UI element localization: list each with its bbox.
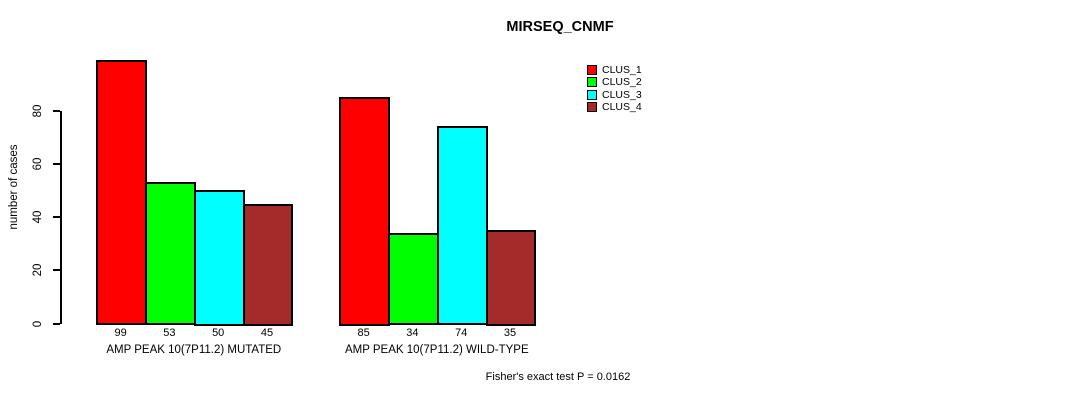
legend-swatch-clus_3: [587, 89, 597, 100]
y-tick: [53, 162, 60, 165]
legend: CLUS_1 CLUS_2 CLUS_3 CLUS_4: [587, 65, 642, 112]
bar-clus_2-group2: [388, 232, 439, 326]
legend-label: CLUS_1: [602, 64, 642, 76]
chart-title: MIRSEQ_CNMF: [506, 19, 614, 35]
legend-item-clus_1: CLUS_1: [587, 65, 642, 75]
legend-swatch-clus_1: [587, 65, 597, 75]
legend-label: CLUS_4: [602, 101, 642, 114]
legend-item-clus_3: CLUS_3: [587, 90, 642, 100]
legend-swatch-clus_4: [587, 102, 597, 113]
bar-clus_1-group2: [339, 97, 390, 326]
y-tick-label: 0: [32, 320, 44, 327]
legend-label: CLUS_2: [602, 76, 642, 89]
fisher-test-annotation: Fisher's exact test P = 0.0162: [485, 371, 631, 383]
bar-clus_2-group1: [145, 182, 196, 326]
y-tick-label: 20: [32, 263, 44, 277]
y-axis-label: number of cases: [8, 144, 20, 230]
y-tick: [53, 109, 60, 112]
bar-clus_3-group1: [193, 190, 245, 326]
y-tick: [53, 322, 60, 325]
y-axis-line: [60, 110, 62, 324]
legend-label: CLUS_3: [602, 88, 642, 101]
bar-clus_4-group2: [485, 230, 537, 326]
y-tick: [53, 216, 60, 218]
bar-clus_1-group1: [96, 59, 147, 326]
y-tick-label: 60: [32, 157, 44, 171]
legend-swatch-clus_2: [587, 77, 597, 88]
legend-item-clus_4: CLUS_4: [587, 102, 642, 112]
group-label: AMP PEAK 10(7P11.2) WILD-TYPE: [344, 344, 529, 356]
bar-value-label: 53: [163, 327, 176, 339]
bar-value-label: 34: [406, 327, 419, 339]
y-tick-label: 80: [32, 104, 44, 117]
bar-value-label: 99: [114, 327, 127, 339]
bar-value-label: 45: [260, 327, 274, 339]
y-tick: [53, 269, 60, 272]
bar-value-label: 35: [503, 327, 517, 339]
bar-value-label: 74: [455, 327, 468, 339]
y-tick-label: 40: [32, 210, 44, 224]
bar-value-label: 50: [212, 327, 225, 339]
legend-item-clus_2: CLUS_2: [587, 76, 642, 89]
group-label: AMP PEAK 10(7P11.2) MUTATED: [106, 344, 282, 356]
bar-clus_3-group2: [436, 126, 488, 326]
bar-clus_4-group1: [242, 203, 294, 326]
bar-value-label: 85: [357, 327, 370, 339]
